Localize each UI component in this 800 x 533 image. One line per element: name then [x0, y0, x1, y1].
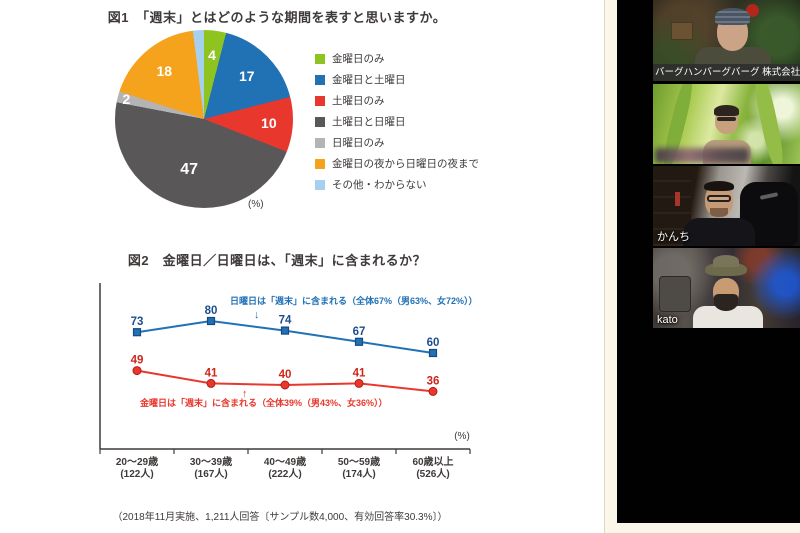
legend-item: 土曜日のみ	[315, 93, 479, 108]
video1-person-beanie	[715, 8, 750, 25]
legend-item: 金曜日と土曜日	[315, 72, 479, 87]
x-axis-count-label: (122人)	[120, 467, 153, 480]
legend-label: 土曜日のみ	[332, 95, 385, 107]
x-axis-label: 20～29歳	[116, 455, 158, 468]
data-point-marker	[280, 326, 290, 335]
data-point-marker	[132, 366, 142, 376]
data-point-value: 41	[353, 367, 366, 379]
video2-person-glasses	[717, 117, 736, 121]
video4-person-hat-crown	[713, 255, 739, 267]
video3-person-glasses	[707, 195, 731, 202]
data-point-value: 60	[427, 337, 440, 349]
pie-chart-circle	[115, 30, 293, 208]
video1-shelf-box	[671, 22, 693, 40]
x-axis-label: 30～39歳	[190, 455, 232, 468]
figure1-title: 図1 「週末」とはどのような期間を表すと思いますか。	[107, 10, 447, 25]
figure2-title: 図2 金曜日／日曜日は、「週末」に含まれるか？	[127, 253, 427, 268]
participant-name-label: kato	[657, 314, 678, 326]
video3-person-body	[683, 218, 755, 246]
video2-blurred-name-label	[655, 148, 749, 163]
video-call-panel: バーグハンバーグバーグ 株式会社 かんち kato	[617, 0, 800, 523]
pie-chart: 4 17 10 47 2 18	[115, 30, 293, 208]
legend-swatch	[315, 137, 325, 148]
x-axis-count-label: (526人)	[416, 467, 449, 480]
content-divider	[604, 0, 605, 533]
data-point-value: 73	[131, 316, 144, 328]
participant-name-label: かんち	[657, 231, 690, 243]
data-point-value: 74	[279, 315, 292, 327]
legend-item: 金曜日のみ	[315, 51, 479, 66]
x-axis-count-label: (222人)	[268, 467, 301, 480]
data-point-value: 36	[427, 375, 440, 387]
participant-video-2[interactable]	[653, 84, 800, 164]
annotation-arrow-down: ↓	[254, 309, 260, 321]
data-point-marker	[132, 328, 142, 337]
pie-slice-value: 10	[261, 115, 277, 132]
data-point-marker	[206, 316, 216, 326]
data-point-marker	[428, 386, 438, 396]
annotation-sunday: 日曜日は「週末」に含まれる（全体67%（男63%、女72%））	[230, 295, 478, 306]
pie-slice-value: 47	[180, 161, 198, 179]
legend-item: 土曜日と日曜日	[315, 114, 479, 129]
data-point-marker	[280, 380, 290, 390]
legend-label: その他・わからない	[332, 179, 427, 191]
legend-swatch	[315, 158, 325, 169]
participant-video-4[interactable]: kato	[653, 248, 800, 328]
legend-label: 土曜日と日曜日	[332, 116, 406, 128]
legend-label: 金曜日と土曜日	[332, 74, 406, 86]
data-point-value: 40	[279, 369, 292, 381]
data-point-value: 67	[353, 326, 366, 338]
participant-video-1[interactable]: バーグハンバーグバーグ 株式会社	[653, 0, 800, 81]
x-axis-label: 50～59歳	[338, 455, 380, 468]
data-point-marker	[428, 348, 438, 358]
video2-person-hair	[714, 105, 739, 116]
video3-person-hair	[704, 181, 734, 191]
data-point-marker	[354, 378, 364, 388]
pie-legend: 金曜日のみ金曜日と土曜日 土曜日のみ土曜日と日曜日 日曜日のみ金曜日の夜から日曜日の…	[315, 51, 479, 198]
legend-label: 金曜日の夜から日曜日の夜まで	[332, 158, 479, 170]
unit-label: (%)	[454, 431, 470, 442]
legend-item: 金曜日の夜から日曜日の夜まで	[315, 156, 479, 171]
pie-slice-value: 17	[238, 68, 255, 85]
data-point-marker	[206, 378, 216, 388]
data-point-marker	[354, 337, 364, 346]
legend-label: 日曜日のみ	[332, 137, 385, 149]
data-point-value: 41	[205, 367, 218, 379]
annotation-friday: 金曜日は「週末」に含まれる（全体39%（男43%、女36%））	[139, 397, 388, 408]
participant-video-3[interactable]: かんち	[653, 166, 800, 246]
line-chart: 20～29歳(122人) 30～39歳(167人) 40～49歳(222人) 50～5…	[99, 283, 478, 480]
legend-swatch	[315, 53, 325, 64]
video4-shelf-object	[659, 276, 691, 312]
legend-swatch	[315, 116, 325, 127]
x-axis-label: 40～49歳	[264, 455, 306, 468]
data-point-value: 49	[131, 355, 144, 367]
video3-person-beard	[710, 208, 728, 217]
legend-label: 金曜日のみ	[332, 53, 385, 65]
legend-swatch	[315, 95, 325, 106]
video4-person-shirt	[693, 306, 763, 328]
pie-slice-value: 2	[122, 91, 131, 108]
x-axis-count-label: (174人)	[342, 467, 375, 480]
x-axis-count-label: (167人)	[194, 467, 227, 480]
video4-person-beard	[714, 294, 738, 311]
data-point-value: 80	[205, 305, 218, 317]
legend-swatch	[315, 74, 325, 85]
pie-unit-label: (%)	[248, 199, 264, 210]
survey-footnote: （2018年11月実施、1,211人回答〔サンプル数4,000、有効回答率30.…	[112, 512, 448, 523]
video3-red-book	[675, 192, 680, 206]
shared-document-area: 図1 「週末」とはどのような期間を表すと思いますか。 4 17 10 47 2 18 (%…	[0, 0, 604, 533]
participant-name-label: バーグハンバーグバーグ 株式会社	[653, 64, 800, 81]
legend-item: その他・わからない	[315, 177, 479, 192]
legend-swatch	[315, 179, 325, 190]
legend-item: 日曜日のみ	[315, 135, 479, 150]
annotation-arrow-up: ↑	[242, 388, 248, 400]
x-axis-label: 60歳以上	[412, 455, 453, 468]
pie-slice-value: 4	[208, 47, 216, 64]
pie-slice-value: 18	[156, 62, 173, 79]
